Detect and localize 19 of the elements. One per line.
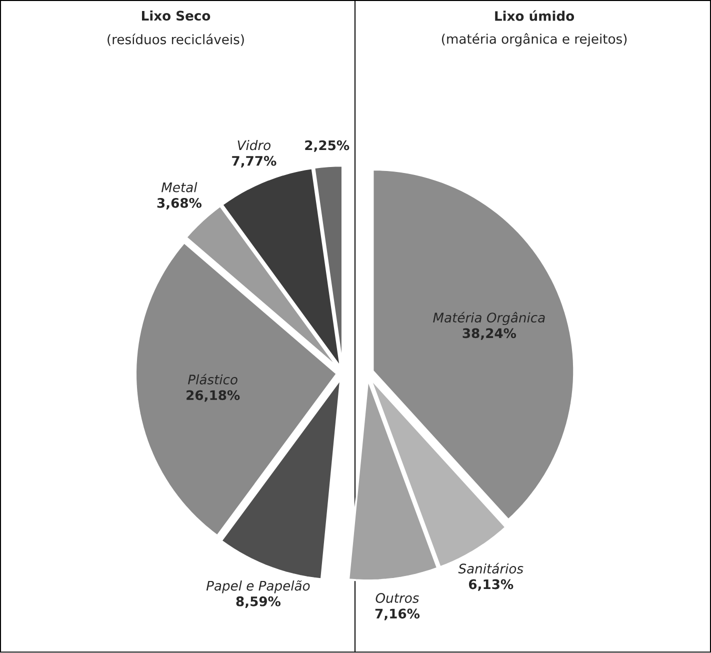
slice-label: Outros bbox=[376, 593, 419, 604]
data-label: 7,77% bbox=[232, 156, 276, 168]
data-label: 7,16% bbox=[375, 608, 420, 620]
data-label: 2,25% bbox=[305, 140, 350, 152]
data-label: 8,59% bbox=[236, 596, 280, 608]
slice-label: Plástico bbox=[188, 374, 238, 385]
data-label: 26,18% bbox=[186, 390, 240, 402]
text: Lixo úmido bbox=[495, 10, 574, 22]
slice-label: Papel e Papelão bbox=[206, 580, 310, 594]
slice-label: Sanitários bbox=[458, 563, 524, 574]
text: (resíduos recicláveis) bbox=[108, 34, 244, 46]
slice-label: Matéria Orgânica bbox=[433, 312, 545, 326]
data-label: 3,68% bbox=[157, 198, 202, 210]
slice-label: Metal bbox=[161, 182, 198, 192]
text: Lixo Seco bbox=[142, 10, 210, 21]
slice-label: Vidro bbox=[238, 140, 270, 150]
text: (matéria orgânica e rejeitos) bbox=[442, 33, 627, 47]
data-label: 38,24% bbox=[462, 328, 516, 340]
data-label: 6,13% bbox=[468, 579, 514, 592]
